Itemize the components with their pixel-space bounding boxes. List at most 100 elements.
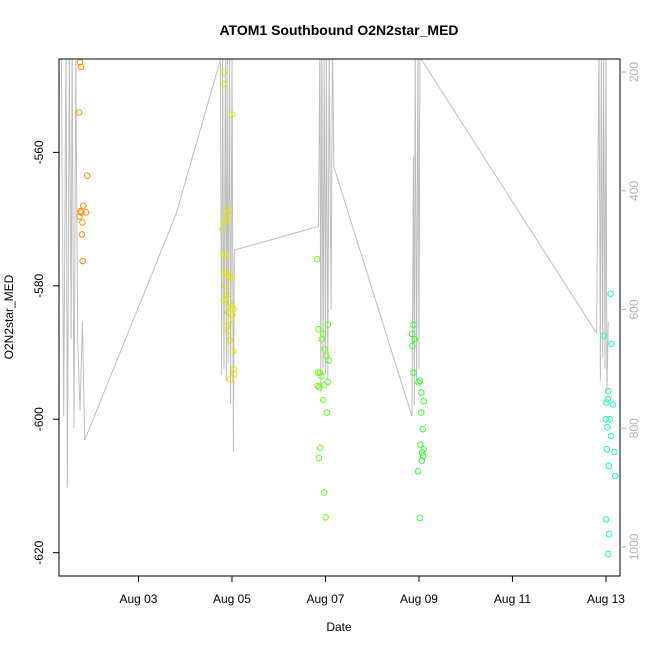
data-point-s3-0 bbox=[410, 321, 417, 328]
data-point-s0-1 bbox=[77, 63, 85, 71]
x-tick-label-2: Aug 07 bbox=[306, 592, 344, 606]
data-point-s2-7 bbox=[325, 357, 333, 364]
data-point-s3-3 bbox=[409, 342, 416, 350]
data-point-s1-1 bbox=[221, 81, 228, 88]
data-point-s2-1 bbox=[324, 321, 332, 328]
data-point-s1-4 bbox=[224, 209, 232, 216]
data-point-s3-4 bbox=[410, 369, 417, 376]
right-tick-label-0: 200 bbox=[627, 62, 641, 82]
right-tick-label-2: 600 bbox=[627, 299, 641, 319]
data-point-s4-2 bbox=[608, 340, 615, 348]
x-tick-label-5: Aug 13 bbox=[587, 592, 625, 606]
data-point-s3-7 bbox=[418, 389, 425, 396]
depth-trace-layer bbox=[60, 59, 609, 488]
data-point-s3-2 bbox=[411, 335, 419, 343]
data-point-s2-5 bbox=[321, 345, 328, 353]
x-axis: Aug 03 Aug 05 Aug 07 Aug 09 Aug 11 Aug 13 bbox=[119, 576, 625, 606]
data-point-s1-19 bbox=[230, 305, 237, 313]
right-tick-label-4: 1000 bbox=[627, 533, 641, 560]
data-point-s4-7 bbox=[602, 415, 610, 423]
data-point-s1-18 bbox=[228, 303, 235, 311]
data-point-s4-0 bbox=[600, 332, 607, 340]
data-point-s1-24 bbox=[224, 327, 232, 335]
data-point-s2-10 bbox=[318, 372, 325, 380]
data-point-s3-11 bbox=[417, 441, 424, 448]
data-point-s1-28 bbox=[231, 370, 238, 378]
data-point-s2-11 bbox=[324, 378, 332, 386]
y-tick-label-3: -560 bbox=[32, 140, 46, 164]
data-point-s1-26 bbox=[229, 347, 237, 355]
data-point-s0-10 bbox=[78, 231, 86, 238]
y-axis: -620 -600 -580 -560 bbox=[32, 140, 59, 565]
data-point-s1-9 bbox=[222, 253, 230, 261]
data-point-s0-7 bbox=[82, 209, 90, 216]
right-tick-label-1: 400 bbox=[627, 180, 641, 200]
data-point-s1-13 bbox=[227, 274, 235, 282]
data-point-s4-5 bbox=[603, 399, 610, 406]
data-point-s4-11 bbox=[603, 446, 611, 453]
data-point-s3-1 bbox=[408, 330, 416, 338]
right-tick-label-3: 800 bbox=[627, 418, 641, 438]
data-point-s3-17 bbox=[416, 514, 424, 522]
data-point-s1-15 bbox=[224, 291, 231, 299]
x-axis-label: Date bbox=[326, 620, 352, 634]
data-point-s0-4 bbox=[80, 202, 87, 210]
data-point-s1-14 bbox=[222, 282, 229, 290]
data-point-s3-16 bbox=[414, 468, 422, 475]
data-point-s4-17 bbox=[605, 550, 612, 558]
data-point-s2-4 bbox=[318, 335, 326, 343]
data-point-s4-6 bbox=[609, 401, 617, 408]
data-point-s3-13 bbox=[418, 449, 426, 456]
data-point-s1-10 bbox=[221, 269, 228, 276]
data-point-s3-12 bbox=[420, 446, 428, 453]
data-point-s1-6 bbox=[224, 215, 231, 223]
data-point-s4-15 bbox=[602, 516, 610, 523]
x-tick-label-0: Aug 03 bbox=[119, 592, 157, 606]
y-axis-label: O2N2star_MED bbox=[2, 274, 16, 359]
chart-title: ATOM1 Southbound O2N2star_MED bbox=[219, 22, 458, 38]
data-point-s1-29 bbox=[226, 375, 234, 383]
data-point-s4-13 bbox=[605, 462, 613, 470]
depth-trace-line bbox=[60, 59, 609, 488]
data-point-s2-8 bbox=[314, 369, 322, 376]
data-point-s4-8 bbox=[606, 415, 614, 423]
x-tick-label-1: Aug 05 bbox=[213, 592, 251, 606]
data-point-s0-11 bbox=[79, 257, 87, 265]
data-point-s0-9 bbox=[79, 219, 86, 226]
data-point-s0-8 bbox=[76, 213, 83, 220]
data-point-s3-8 bbox=[420, 397, 428, 405]
data-point-s1-27 bbox=[230, 365, 238, 373]
x-tick-label-4: Aug 11 bbox=[494, 592, 531, 606]
data-point-s4-4 bbox=[604, 395, 612, 403]
data-point-s0-2 bbox=[75, 109, 83, 116]
data-point-s4-3 bbox=[605, 387, 612, 395]
data-point-s2-20 bbox=[322, 514, 329, 521]
data-point-s1-22 bbox=[227, 316, 234, 324]
data-point-s2-0 bbox=[313, 255, 321, 263]
y-tick-label-0: -620 bbox=[32, 540, 46, 564]
data-point-s4-12 bbox=[611, 448, 618, 456]
scatter-points-layer bbox=[75, 59, 619, 558]
data-point-s1-8 bbox=[220, 250, 228, 258]
data-point-s3-10 bbox=[419, 425, 427, 433]
y-tick-label-2: -580 bbox=[32, 273, 46, 297]
data-point-s3-9 bbox=[418, 409, 425, 416]
data-point-s1-25 bbox=[226, 337, 233, 344]
right-axis: 200 400 600 800 1000 bbox=[620, 62, 641, 560]
data-point-s4-10 bbox=[607, 432, 615, 440]
data-point-s2-2 bbox=[315, 325, 322, 333]
data-point-s1-16 bbox=[220, 296, 227, 304]
data-point-s2-19 bbox=[320, 489, 328, 496]
data-point-s2-9 bbox=[316, 369, 324, 376]
data-point-s1-7 bbox=[219, 225, 226, 233]
data-point-s2-18 bbox=[315, 454, 323, 462]
data-point-s4-9 bbox=[604, 423, 611, 431]
y-tick-label-1: -600 bbox=[32, 407, 46, 431]
data-point-s2-16 bbox=[323, 409, 331, 416]
data-point-s2-15 bbox=[319, 396, 327, 404]
plot-frame bbox=[58, 58, 621, 577]
data-point-s1-0 bbox=[220, 69, 227, 76]
data-point-s0-6 bbox=[78, 209, 85, 216]
data-point-s3-15 bbox=[418, 457, 426, 464]
